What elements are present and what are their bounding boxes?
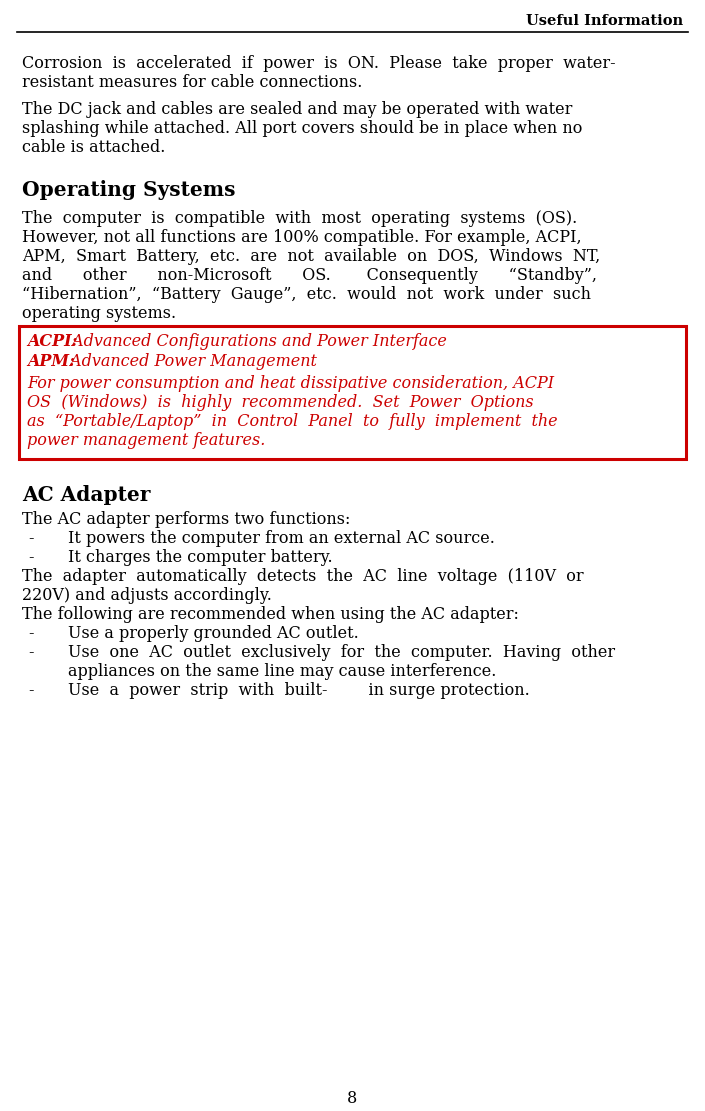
Text: However, not all functions are 100% compatible. For example, ACPI,: However, not all functions are 100% comp…	[22, 229, 582, 246]
Text: and      other      non-Microsoft      OS.       Consequently      “Standby”,: and other non-Microsoft OS. Consequently…	[22, 267, 597, 284]
Text: The DC jack and cables are sealed and may be operated with water: The DC jack and cables are sealed and ma…	[22, 101, 572, 118]
Text: Use  one  AC  outlet  exclusively  for  the  computer.  Having  other: Use one AC outlet exclusively for the co…	[68, 644, 615, 661]
Text: The  adapter  automatically  detects  the  AC  line  voltage  (110V  or: The adapter automatically detects the AC…	[22, 568, 584, 585]
Text: Use a properly grounded AC outlet.: Use a properly grounded AC outlet.	[68, 625, 359, 642]
Text: Use  a  power  strip  with  built-        in surge protection.: Use a power strip with built- in surge p…	[68, 682, 529, 699]
Text: -: -	[28, 530, 34, 547]
Text: APM,  Smart  Battery,  etc.  are  not  available  on  DOS,  Windows  NT,: APM, Smart Battery, etc. are not availab…	[22, 248, 600, 266]
Text: splashing while attached. All port covers should be in place when no: splashing while attached. All port cover…	[22, 120, 582, 137]
Text: operating systems.: operating systems.	[22, 306, 176, 322]
Text: Advanced Configurations and Power Interface: Advanced Configurations and Power Interf…	[67, 333, 447, 350]
Text: resistant measures for cable connections.: resistant measures for cable connections…	[22, 74, 362, 91]
Text: Corrosion  is  accelerated  if  power  is  ON.  Please  take  proper  water-: Corrosion is accelerated if power is ON.…	[22, 56, 615, 72]
Text: Advanced Power Management: Advanced Power Management	[65, 353, 317, 370]
Text: APM:: APM:	[27, 353, 75, 370]
Text: Useful Information: Useful Information	[526, 14, 683, 28]
Text: “Hibernation”,  “Battery  Gauge”,  etc.  would  not  work  under  such: “Hibernation”, “Battery Gauge”, etc. wou…	[22, 286, 591, 303]
Text: The AC adapter performs two functions:: The AC adapter performs two functions:	[22, 511, 350, 528]
Text: appliances on the same line may cause interference.: appliances on the same line may cause in…	[68, 663, 496, 680]
Text: -: -	[28, 625, 34, 642]
Text: Operating Systems: Operating Systems	[22, 180, 235, 200]
Text: It charges the computer battery.: It charges the computer battery.	[68, 549, 333, 565]
Text: The following are recommended when using the AC adapter:: The following are recommended when using…	[22, 605, 519, 623]
Bar	[19, 326, 686, 459]
Text: 220V) and adjusts accordingly.: 220V) and adjusts accordingly.	[22, 587, 272, 604]
Text: AC Adapter: AC Adapter	[22, 486, 150, 506]
Text: -: -	[28, 682, 34, 699]
Text: For power consumption and heat dissipative consideration, ACPI: For power consumption and heat dissipati…	[27, 376, 554, 392]
Text: -: -	[28, 644, 34, 661]
Text: ACPI:: ACPI:	[27, 333, 78, 350]
Text: 8: 8	[347, 1090, 357, 1107]
Text: -: -	[28, 549, 34, 565]
Text: It powers the computer from an external AC source.: It powers the computer from an external …	[68, 530, 495, 547]
Text: as  “Portable/Laptop”  in  Control  Panel  to  fully  implement  the: as “Portable/Laptop” in Control Panel to…	[27, 413, 558, 430]
Text: OS  (Windows)  is  highly  recommended.  Set  Power  Options: OS (Windows) is highly recommended. Set …	[27, 394, 534, 411]
Text: The  computer  is  compatible  with  most  operating  systems  (OS).: The computer is compatible with most ope…	[22, 210, 577, 227]
Text: cable is attached.: cable is attached.	[22, 139, 166, 156]
Text: power management features.: power management features.	[27, 432, 265, 449]
